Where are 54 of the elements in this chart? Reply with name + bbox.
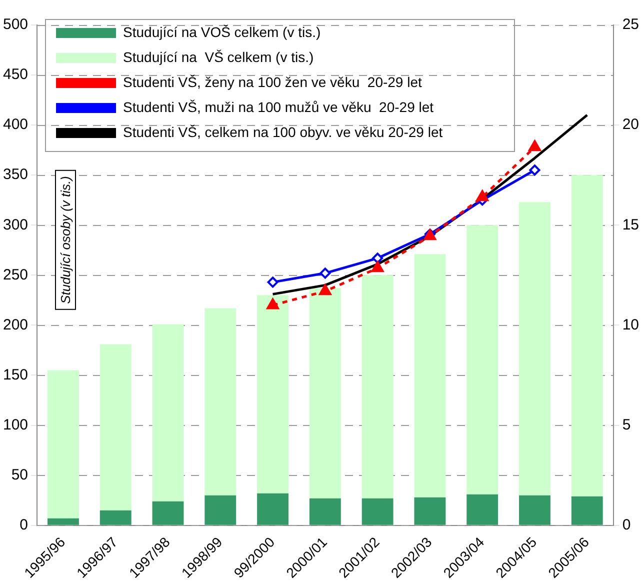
legend-label: Studující na VOŠ celkem (v tis.): [123, 24, 321, 40]
bar: [48, 370, 79, 518]
legend-label: Studující na VŠ celkem (v tis.): [123, 48, 314, 65]
point: [476, 190, 489, 202]
y-tick-label: 400: [2, 116, 28, 134]
y-tick-label: 100: [2, 416, 28, 434]
y2-tick-label: 10: [622, 316, 640, 334]
bar: [362, 275, 394, 498]
point: [266, 298, 279, 310]
y-axis-title: Studující osoby (v tis.): [55, 170, 76, 310]
bar: [100, 344, 132, 510]
y2-tick-label: 25: [622, 16, 640, 34]
y-tick-label: 450: [2, 66, 28, 84]
bar: [362, 498, 394, 525]
y-tick-label: 150: [2, 366, 28, 384]
bar: [519, 202, 550, 496]
y2-tick-label: 15: [622, 216, 640, 234]
bar: [204, 495, 236, 525]
point: [318, 284, 332, 296]
bar: [414, 497, 446, 525]
y-tick-label: 250: [2, 266, 28, 284]
bar: [414, 254, 446, 498]
bar: [204, 308, 236, 496]
legend-label: Studenti VŠ, celkem na 100 obyv. ve věku 20-29 let: [123, 124, 443, 140]
y-tick-label: 300: [2, 216, 28, 234]
legend-label: Studenti VŠ, ženy na 100 žen ve věku 20-29 let: [123, 74, 422, 90]
bar: [152, 324, 184, 502]
y2-tick-label: 20: [622, 116, 640, 134]
bar: [152, 501, 184, 525]
bar: [309, 498, 341, 525]
bar: [466, 225, 498, 494]
point: [528, 140, 541, 152]
y2-tick-label: 5: [622, 416, 631, 434]
bar: [519, 495, 550, 525]
y-tick-label: 500: [2, 16, 28, 34]
point: [267, 276, 278, 288]
bar: [466, 494, 498, 525]
y-tick-label: 0: [20, 516, 28, 534]
bar: [100, 510, 132, 525]
point: [372, 252, 384, 264]
bar: [571, 175, 603, 496]
y2-tick-label: 0: [622, 516, 631, 534]
legend-label: Studenti VŠ, muži na 100 mužů ve věku 20-29 let: [123, 98, 434, 115]
bar: [257, 295, 288, 494]
bar: [571, 496, 603, 525]
point: [320, 268, 331, 279]
y-tick-label: 350: [2, 166, 28, 184]
y-tick-label: 200: [2, 316, 28, 334]
bar: [309, 288, 341, 498]
point: [371, 261, 384, 272]
bar: [48, 518, 79, 525]
bar: [257, 493, 288, 525]
point: [529, 164, 540, 176]
y-tick-label: 50: [11, 466, 28, 484]
